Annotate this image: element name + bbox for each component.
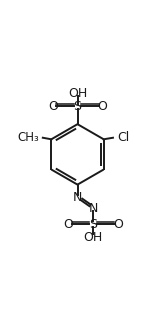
Text: O: O bbox=[48, 100, 58, 113]
Text: Cl: Cl bbox=[117, 131, 129, 144]
Text: CH₃: CH₃ bbox=[17, 131, 39, 144]
Text: S: S bbox=[73, 100, 82, 113]
Text: N: N bbox=[88, 202, 98, 215]
Text: N: N bbox=[73, 191, 82, 204]
Text: S: S bbox=[89, 218, 97, 231]
Text: O: O bbox=[113, 218, 123, 231]
Text: O: O bbox=[63, 218, 73, 231]
Text: O: O bbox=[97, 100, 107, 113]
Text: OH: OH bbox=[68, 87, 87, 100]
Text: OH: OH bbox=[83, 231, 103, 244]
